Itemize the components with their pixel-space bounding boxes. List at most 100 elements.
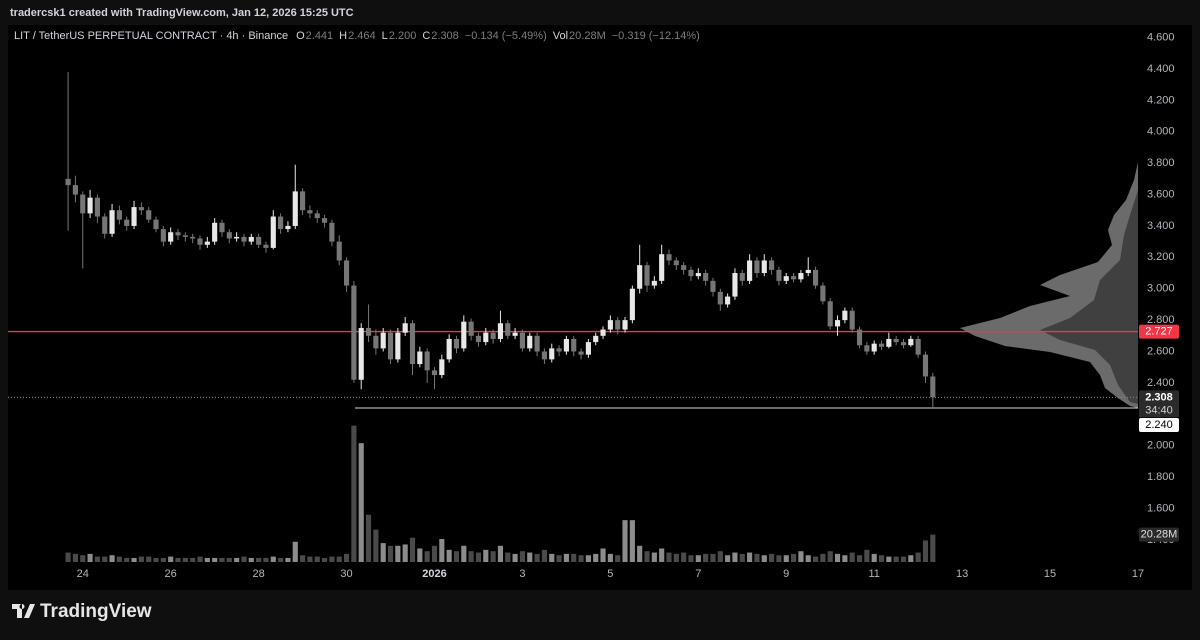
candle-body <box>688 269 694 277</box>
volume-bar <box>373 529 379 562</box>
candle-body <box>607 320 613 330</box>
volume-bar <box>322 557 328 562</box>
current-price-tag: 2.308 <box>1145 391 1173 403</box>
candle-body <box>725 296 731 305</box>
x-tick-label: 5 <box>607 568 613 580</box>
x-tick-label: 26 <box>165 568 177 580</box>
candle-body <box>314 213 320 219</box>
volume-bar <box>842 555 848 562</box>
candle-body <box>307 210 313 214</box>
volume-tag: 20.28M <box>1141 529 1178 541</box>
volume-bar <box>160 557 166 562</box>
volume-bar <box>490 551 496 562</box>
candle-body <box>278 216 284 230</box>
y-tick-label: 2.400 <box>1147 377 1175 389</box>
axis-layer: 1.4001.6001.8002.0002.2002.4002.6002.800… <box>77 31 1179 580</box>
volume-bar <box>769 553 775 562</box>
volume-bar <box>739 553 745 562</box>
candle-body <box>431 370 438 376</box>
candle-body <box>666 254 672 261</box>
volume-bar <box>468 551 474 562</box>
candle-body <box>747 260 753 281</box>
candle-body <box>717 291 723 305</box>
horizontal-line-tag: 2.240 <box>1145 419 1173 431</box>
x-tick-label: 7 <box>695 568 701 580</box>
candle-body <box>659 254 665 281</box>
volume-bar <box>505 552 511 562</box>
candle-body <box>285 225 291 230</box>
price-line-tag-box <box>1139 324 1179 339</box>
candle-body <box>637 265 643 289</box>
volume-bar <box>651 552 657 562</box>
volume-bar <box>270 556 276 562</box>
candle-body <box>124 219 130 226</box>
candle-body <box>234 236 240 239</box>
candle-body <box>402 323 408 333</box>
candle-body <box>292 191 298 226</box>
volume-bar <box>578 555 584 562</box>
volume-bar <box>541 549 547 562</box>
candle-body <box>681 265 687 270</box>
volume-bar <box>131 557 137 562</box>
volume-bar <box>182 557 188 562</box>
volume-bar <box>351 425 357 562</box>
candle-body <box>87 197 93 214</box>
candle-body <box>710 280 716 292</box>
candle-body <box>146 210 152 220</box>
current-price-box <box>1139 390 1179 418</box>
volume-bar <box>190 557 196 562</box>
countdown: 34:40 <box>1145 404 1173 416</box>
volume-bar <box>94 556 100 562</box>
x-tick-label: 9 <box>783 568 789 580</box>
candle-body <box>219 222 225 233</box>
candle-body <box>241 236 247 242</box>
candle-body <box>871 343 877 352</box>
horizontal-line-tag-box <box>1139 418 1179 433</box>
candle-body <box>512 332 518 336</box>
volume-bar <box>571 553 577 562</box>
annotation-layer <box>8 330 1138 409</box>
candle-body <box>190 236 196 239</box>
volume-bar <box>72 553 78 562</box>
candle-body <box>424 351 430 371</box>
volume-bar <box>563 553 569 562</box>
volume-bar <box>534 553 540 562</box>
candle-body <box>834 320 841 327</box>
candle-body <box>204 241 210 245</box>
candle-body <box>600 329 606 336</box>
volume-bar <box>519 551 526 562</box>
volume-bar <box>431 545 438 562</box>
candle-body <box>343 260 350 286</box>
volume-bar <box>549 553 555 562</box>
candle-body <box>160 229 166 242</box>
candle-body <box>461 321 467 349</box>
volume-bar <box>285 557 291 562</box>
volume-bar <box>856 555 863 562</box>
logo-mark <box>12 604 35 618</box>
candle-body <box>72 185 78 195</box>
volume-bar <box>329 556 335 562</box>
volume-bar <box>637 545 643 562</box>
candle-body <box>776 269 782 281</box>
candle-body <box>263 244 269 248</box>
candle-body <box>673 260 679 266</box>
volume-bar <box>585 555 591 562</box>
volume-bar <box>358 443 364 562</box>
volume-bar <box>80 555 86 562</box>
volume-bar <box>168 556 174 562</box>
x-tick-label: 28 <box>252 568 264 580</box>
volume-bar <box>446 549 452 562</box>
volume-bar <box>688 555 694 562</box>
volume-bar <box>307 556 313 562</box>
footer-brand: TradingView <box>40 601 152 622</box>
candle-body <box>754 260 760 274</box>
candle-body <box>138 207 144 211</box>
candle-body <box>812 269 819 286</box>
volume-bar <box>629 520 635 562</box>
volume-bar <box>234 557 240 562</box>
candle-body <box>827 301 833 327</box>
volume-bar <box>278 557 284 562</box>
candle-body <box>578 351 584 355</box>
candle-body <box>791 276 797 280</box>
